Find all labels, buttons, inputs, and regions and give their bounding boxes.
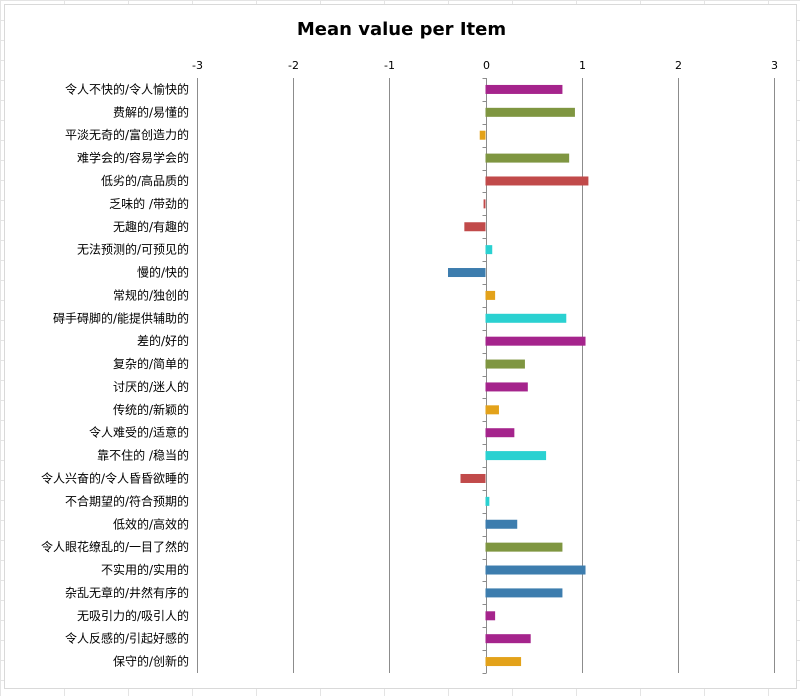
bar xyxy=(485,405,499,415)
bar xyxy=(485,634,531,644)
bar xyxy=(485,519,518,529)
x-tick-label: -3 xyxy=(192,59,203,72)
category-label: 传统的/新颖的 xyxy=(113,402,189,417)
chart-area[interactable]: Mean value per Item -3 -2 -1 0 1 2 3 令人不快的/令人愉快… xyxy=(4,4,797,689)
bar xyxy=(485,313,567,323)
category-label: 平淡无奇的/富创造力的 xyxy=(65,127,189,142)
category-label: 慢的/快的 xyxy=(137,265,189,280)
category-label: 令人眼花缭乱的/一目了然的 xyxy=(41,539,189,554)
chart-title: Mean value per Item xyxy=(296,19,507,40)
category-label: 复杂的/简单的 xyxy=(113,356,189,371)
category-label: 令人难受的/适意的 xyxy=(89,425,189,440)
category-label: 不实用的/实用的 xyxy=(101,562,189,577)
category-label: 杂乱无章的/井然有序的 xyxy=(65,585,189,600)
category-label: 难学会的/容易学会的 xyxy=(77,150,189,165)
category-label: 令人不快的/令人愉快的 xyxy=(65,81,189,96)
x-tick-label: -1 xyxy=(384,59,395,72)
bar xyxy=(479,130,486,140)
category-label: 令人兴奋的/令人昏昏欲睡的 xyxy=(41,470,189,485)
bar xyxy=(485,107,575,117)
category-label: 靠不住的 /稳当的 xyxy=(97,448,189,463)
category-label: 令人反感的/引起好感的 xyxy=(65,631,189,646)
bar xyxy=(485,428,515,438)
bar xyxy=(485,496,490,506)
bar xyxy=(485,176,589,186)
category-label: 乏味的 /带劲的 xyxy=(109,196,189,211)
category-label: 常规的/独创的 xyxy=(113,287,189,302)
x-tick-label: 0 xyxy=(483,59,490,72)
bar xyxy=(485,565,586,575)
bar xyxy=(485,657,522,667)
bar xyxy=(485,451,547,461)
bar xyxy=(483,199,486,209)
category-label: 碍手碍脚的/能提供辅助的 xyxy=(53,310,189,325)
bar xyxy=(447,268,486,278)
bar xyxy=(485,588,563,598)
category-label: 费解的/易懂的 xyxy=(113,104,189,119)
bar xyxy=(485,336,586,346)
category-label: 讨厌的/迷人的 xyxy=(113,379,189,394)
x-tick-label: 2 xyxy=(675,59,682,72)
bar-chart-plot: -3 -2 -1 0 1 2 3 令人不快的/令人愉快的费解的/易懂的平淡无奇的/富创造力的难… xyxy=(41,59,778,674)
category-label: 低效的/高效的 xyxy=(113,516,189,531)
category-label: 保守的/创新的 xyxy=(113,654,189,669)
bar xyxy=(485,245,493,255)
category-label: 低劣的/高品质的 xyxy=(101,173,189,188)
bar xyxy=(460,473,486,483)
category-label: 不合期望的/符合预期的 xyxy=(65,493,189,508)
bar xyxy=(485,611,496,621)
category-label: 无吸引力的/吸引人的 xyxy=(77,608,189,623)
category-label: 差的/好的 xyxy=(137,333,189,348)
x-tick-label: 3 xyxy=(771,59,778,72)
bar xyxy=(485,290,496,300)
category-label: 无趣的/有趣的 xyxy=(113,219,189,234)
bar xyxy=(464,222,486,232)
bar xyxy=(485,153,570,163)
bar xyxy=(485,359,525,369)
bar xyxy=(485,84,563,94)
category-label: 无法预测的/可预见的 xyxy=(77,242,189,257)
bar xyxy=(485,382,528,392)
x-tick-label: 1 xyxy=(579,59,586,72)
bar xyxy=(485,542,563,552)
x-tick-label: -2 xyxy=(288,59,299,72)
